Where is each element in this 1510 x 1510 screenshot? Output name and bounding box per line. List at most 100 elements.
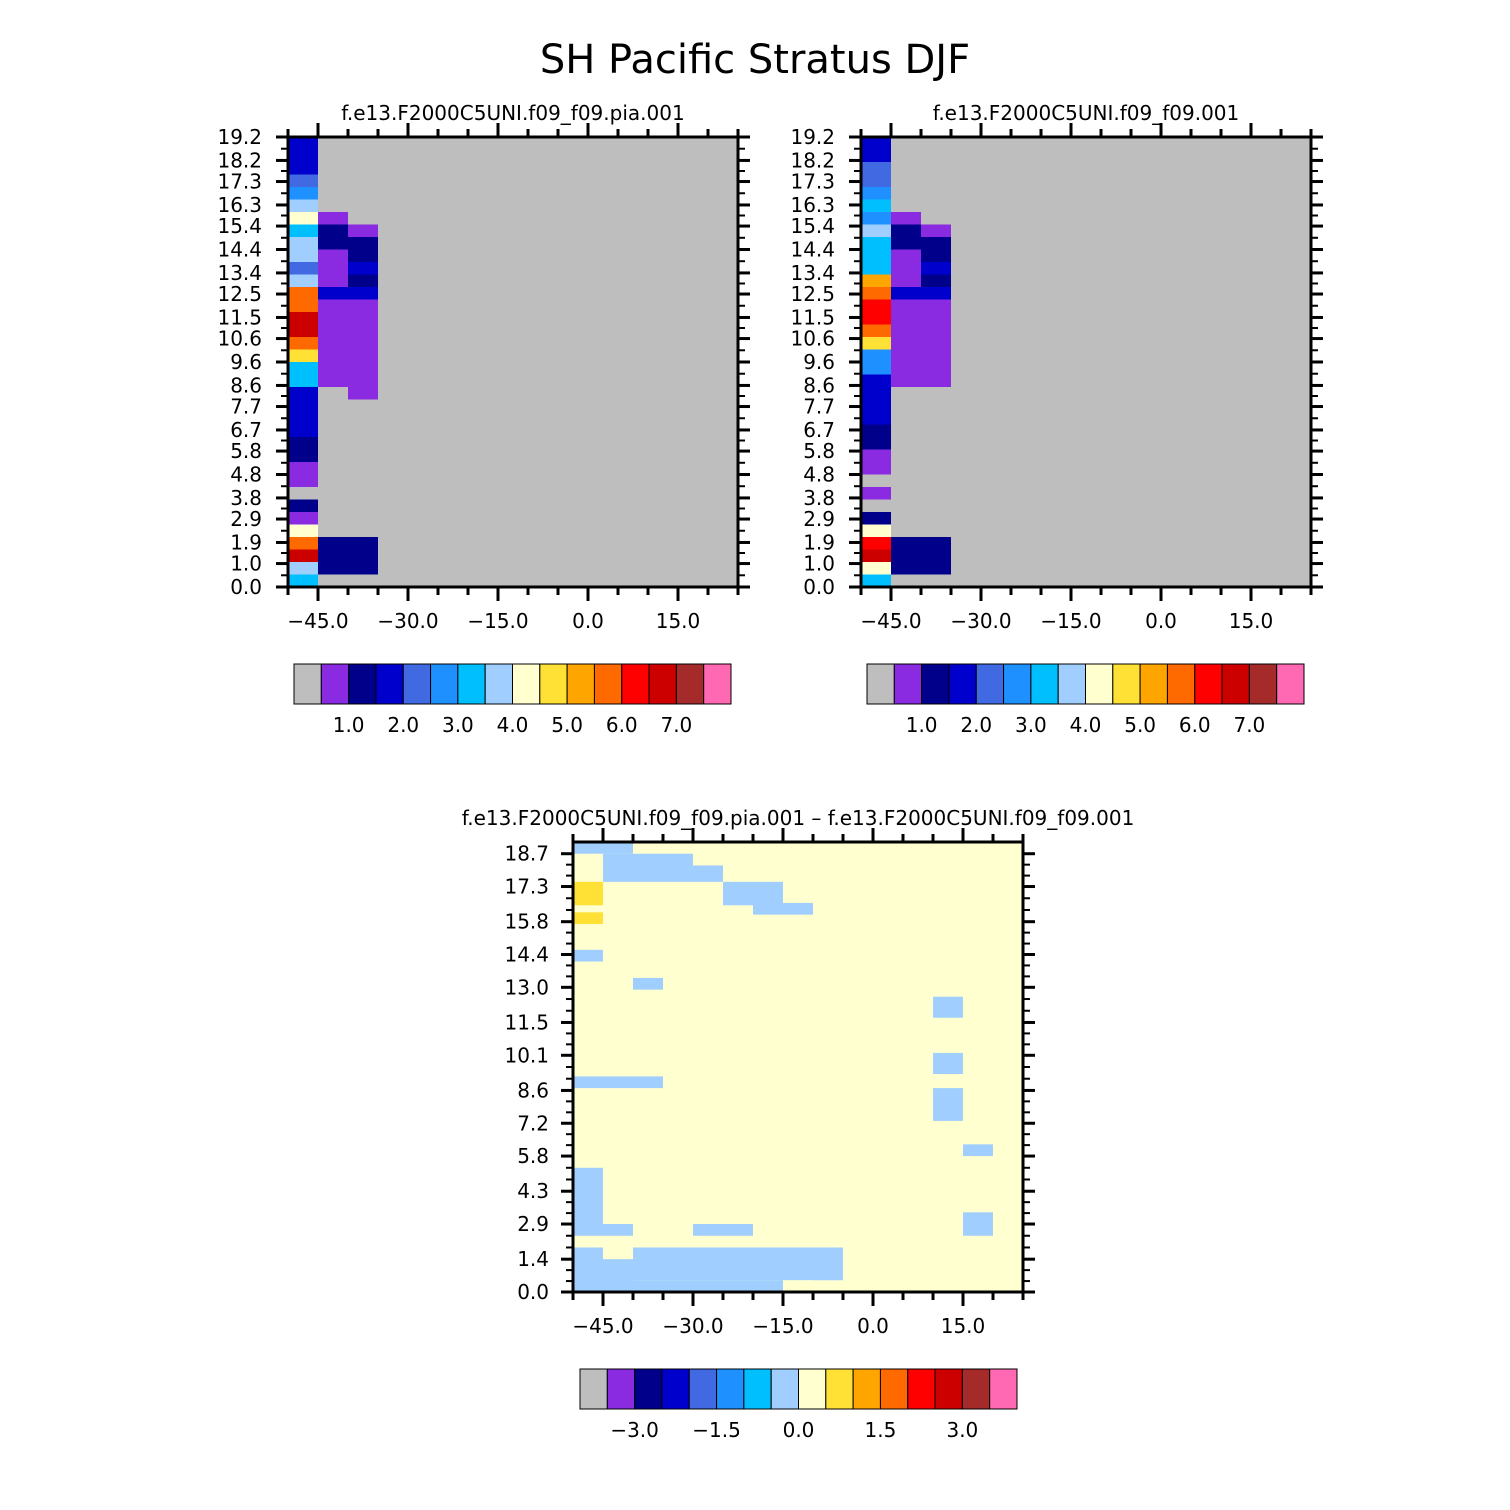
y-tick-label: 15.8 (504, 910, 549, 934)
y-tick-label: 4.8 (803, 463, 835, 487)
heatmap-cell (603, 1259, 633, 1292)
heatmap-cell (288, 524, 318, 537)
x-tick-label: −45.0 (287, 609, 348, 633)
heatmap-cell (861, 287, 891, 300)
heatmap-cell (891, 537, 921, 550)
legend-box (743, 1368, 772, 1410)
y-tick-label: 14.4 (217, 238, 262, 262)
heatmap-cell (633, 1280, 783, 1292)
heatmap-cell (318, 312, 348, 325)
y-tick-label: 1.0 (230, 552, 262, 576)
heatmap-cell (348, 237, 378, 250)
heatmap-cell (861, 349, 891, 362)
heatmap-cell (288, 337, 318, 350)
heatmap-cell (921, 537, 951, 550)
legend-box (348, 663, 377, 705)
x-tick-label: 15.0 (656, 609, 701, 633)
y-tick-label: 15.4 (790, 214, 835, 238)
heatmap-cell (861, 537, 891, 550)
heatmap-cell (891, 312, 921, 325)
y-tick-label: 9.6 (803, 350, 835, 374)
heatmap-cell (861, 137, 891, 150)
heatmap-cell (288, 574, 318, 587)
y-tick-label: 9.6 (230, 350, 262, 374)
heatmap-cell (921, 274, 951, 287)
legend-label: −3.0 (610, 1418, 659, 1442)
heatmap-cell (891, 374, 921, 387)
heatmap-cell (921, 299, 951, 312)
heatmap-cell (348, 374, 378, 387)
legend-box (703, 663, 732, 705)
panel-title: f.e13.F2000C5UNI.f09_f09.pia.001 (341, 101, 684, 125)
heatmap-cell (288, 437, 318, 450)
legend-box (1248, 663, 1278, 705)
heatmap-cell (861, 524, 891, 537)
legend-box (1221, 663, 1250, 705)
heatmap-cell (921, 237, 951, 250)
heatmap-cell (861, 412, 891, 425)
heatmap-cell (288, 199, 318, 212)
heatmap-cell (318, 249, 348, 262)
legend-box (1194, 663, 1223, 705)
x-tick-label: −30.0 (377, 609, 438, 633)
panel-title: f.e13.F2000C5UNI.f09_f09.001 (933, 101, 1240, 125)
legend-box (989, 1368, 1018, 1410)
legend-box (1276, 663, 1305, 705)
y-tick-label: 6.7 (230, 418, 262, 442)
legend-label: 2.0 (960, 713, 992, 737)
heatmap-cell (921, 312, 951, 325)
heatmap-cell (318, 374, 348, 387)
heatmap-cell (288, 349, 318, 362)
y-tick-label: 17.3 (504, 875, 549, 899)
heatmap-cell (288, 549, 318, 562)
heatmap-cell (318, 562, 348, 575)
legend-box (484, 663, 513, 705)
y-tick-label: 4.3 (517, 1179, 549, 1203)
y-tick-label: 8.6 (230, 373, 262, 397)
heatmap-cell (891, 562, 921, 575)
heatmap-cell (318, 549, 348, 562)
heatmap-cell (861, 337, 891, 350)
heatmap-cell (288, 424, 318, 437)
heatmap-cell (861, 199, 891, 212)
heatmap-cell (891, 549, 921, 562)
heatmap-cell (861, 487, 891, 500)
heatmap-cell (348, 224, 378, 237)
legend-box (961, 1368, 991, 1410)
heatmap-cell (861, 274, 891, 287)
heatmap-cell (288, 387, 318, 400)
legend-box (893, 663, 923, 705)
heatmap-cell (861, 212, 891, 225)
y-tick-label: 7.7 (803, 395, 835, 419)
legend-label: 1.5 (865, 1418, 897, 1442)
heatmap-cell (348, 549, 378, 562)
heatmap-cell (348, 287, 378, 300)
heatmap-cell (861, 549, 891, 562)
heatmap-cell (921, 549, 951, 562)
heatmap-cell (573, 949, 603, 962)
heatmap-cell (318, 287, 348, 300)
heatmap-cell (318, 537, 348, 550)
heatmap-cell (288, 224, 318, 237)
heatmap-cell (318, 362, 348, 375)
legend-box (430, 663, 459, 705)
heatmap-cell (288, 287, 318, 300)
heatmap-cell (348, 387, 378, 400)
heatmap-cell (861, 512, 891, 525)
heatmap-cell (348, 324, 378, 337)
y-tick-label: 7.7 (230, 395, 262, 419)
heatmap-cell (861, 462, 891, 475)
heatmap-cell (921, 224, 951, 237)
legend-box (688, 1368, 718, 1410)
legend-label: −1.5 (692, 1418, 741, 1442)
legend-box (975, 663, 1005, 705)
x-tick-label: −45.0 (572, 1314, 633, 1338)
legend-box (320, 663, 350, 705)
x-tick-label: 15.0 (941, 1314, 986, 1338)
panel-difference: f.e13.F2000C5UNI.f09_f09.pia.001 – f.e13… (462, 806, 1135, 1442)
legend-box (648, 663, 677, 705)
heatmap-cell (861, 149, 891, 162)
heatmap-cell (288, 512, 318, 525)
heatmap-cell (318, 337, 348, 350)
heatmap-cell (921, 287, 951, 300)
